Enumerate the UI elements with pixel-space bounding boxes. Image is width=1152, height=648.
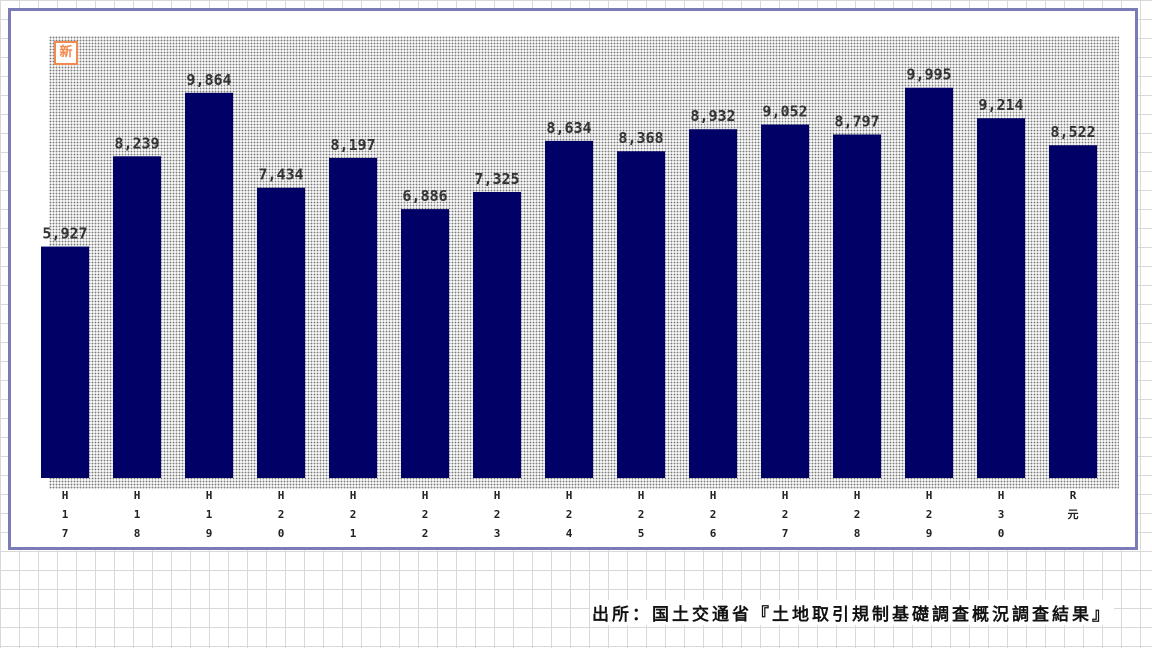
- x-tick-H17-1: 1: [62, 508, 69, 521]
- x-tick-H27-0: H: [782, 489, 789, 502]
- bar-H25: [617, 151, 665, 479]
- value-label-H28: 8,797: [834, 112, 879, 130]
- x-tick-H22-0: H: [422, 489, 429, 502]
- x-tick-H22-1: 2: [422, 508, 429, 521]
- value-label-R元: 8,522: [1050, 123, 1095, 141]
- bar-H24: [545, 140, 593, 478]
- bar-H30: [977, 118, 1025, 478]
- x-tick-H17-2: 7: [62, 527, 69, 540]
- x-tick-H24-1: 2: [566, 508, 573, 521]
- x-tick-H24-2: 4: [566, 527, 573, 540]
- value-label-H26: 8,932: [690, 107, 735, 125]
- bar-H21: [329, 157, 377, 478]
- x-tick-H29-2: 9: [926, 527, 933, 540]
- bar-H17: [41, 246, 89, 478]
- value-label-H30: 9,214: [978, 96, 1023, 114]
- x-tick-H25-0: H: [638, 489, 645, 502]
- x-tick-R元-0: R: [1070, 489, 1077, 502]
- value-label-H25: 8,368: [618, 129, 663, 147]
- value-labels-group: 5,927 8,239 9,864 7,434 8,197 6,886 7,325 8,634…: [42, 66, 1095, 243]
- source-note: 出所：国土交通省『土地取引規制基礎調査概況調査結果』: [590, 600, 1114, 625]
- bar-H29: [905, 87, 953, 478]
- new-badge: 新: [54, 41, 78, 65]
- x-tick-H28-2: 8: [854, 527, 861, 540]
- x-tick-H27-1: 2: [782, 508, 789, 521]
- x-tick-H21-0: H: [350, 489, 357, 502]
- x-tick-H26-1: 2: [710, 508, 717, 521]
- x-tick-H24-0: H: [566, 489, 573, 502]
- value-label-H19: 9,864: [186, 71, 231, 89]
- value-label-H23: 7,325: [474, 170, 519, 188]
- x-tick-H18-2: 8: [134, 527, 141, 540]
- bar-H20: [257, 187, 305, 478]
- bar-H26: [689, 129, 737, 478]
- bar-H28: [833, 134, 881, 478]
- x-tick-R元-1: 元: [1068, 508, 1079, 521]
- x-tick-H23-0: H: [494, 489, 501, 502]
- x-tick-H21-2: 1: [350, 527, 357, 540]
- value-label-H17: 5,927: [42, 225, 87, 243]
- bar-H18: [113, 156, 161, 478]
- x-tick-H25-2: 5: [638, 527, 645, 540]
- x-tick-H27-2: 7: [782, 527, 789, 540]
- x-tick-H28-0: H: [854, 489, 861, 502]
- x-tick-H23-2: 3: [494, 527, 501, 540]
- x-tick-H25-1: 2: [638, 508, 645, 521]
- x-tick-H20-2: 0: [278, 527, 285, 540]
- x-tick-H29-0: H: [926, 489, 933, 502]
- x-tick-H20-0: H: [278, 489, 285, 502]
- x-tick-H19-2: 9: [206, 527, 213, 540]
- x-tick-H26-0: H: [710, 489, 717, 502]
- x-tick-H30-1: 3: [998, 508, 1005, 521]
- value-label-H29: 9,995: [906, 66, 951, 84]
- x-tick-H26-2: 6: [710, 527, 717, 540]
- bar-H23: [473, 191, 521, 478]
- x-tick-H20-1: 2: [278, 508, 285, 521]
- x-tick-H21-1: 2: [350, 508, 357, 521]
- bar-H27: [761, 124, 809, 478]
- x-tick-H18-1: 1: [134, 508, 141, 521]
- x-tick-H19-0: H: [206, 489, 213, 502]
- value-label-H24: 8,634: [546, 119, 591, 137]
- bar-H19: [185, 92, 233, 478]
- x-tick-H17-0: H: [62, 489, 69, 502]
- x-tick-labels-group: H 1 7 H 1 8 H 1 9 H 2 0 H 2 1 H 2 2 H 2 3 H 2 4 H 2 5 H 2 6 H 2 7 H 2 8 H 2 9 H…: [62, 489, 1079, 540]
- bars-group: [41, 87, 1097, 479]
- value-label-H20: 7,434: [258, 166, 303, 184]
- x-tick-H22-2: 2: [422, 527, 429, 540]
- value-label-H22: 6,886: [402, 187, 447, 205]
- bar-H22: [401, 209, 449, 478]
- x-tick-H19-1: 1: [206, 508, 213, 521]
- x-tick-H30-0: H: [998, 489, 1005, 502]
- value-label-H27: 9,052: [762, 103, 807, 121]
- value-label-H18: 8,239: [114, 134, 159, 152]
- value-label-H21: 8,197: [330, 136, 375, 154]
- x-tick-H23-1: 2: [494, 508, 501, 521]
- x-tick-H29-1: 2: [926, 508, 933, 521]
- bar-R元: [1049, 145, 1097, 478]
- x-tick-H18-0: H: [134, 489, 141, 502]
- x-tick-H28-1: 2: [854, 508, 861, 521]
- x-tick-H30-2: 0: [998, 527, 1005, 540]
